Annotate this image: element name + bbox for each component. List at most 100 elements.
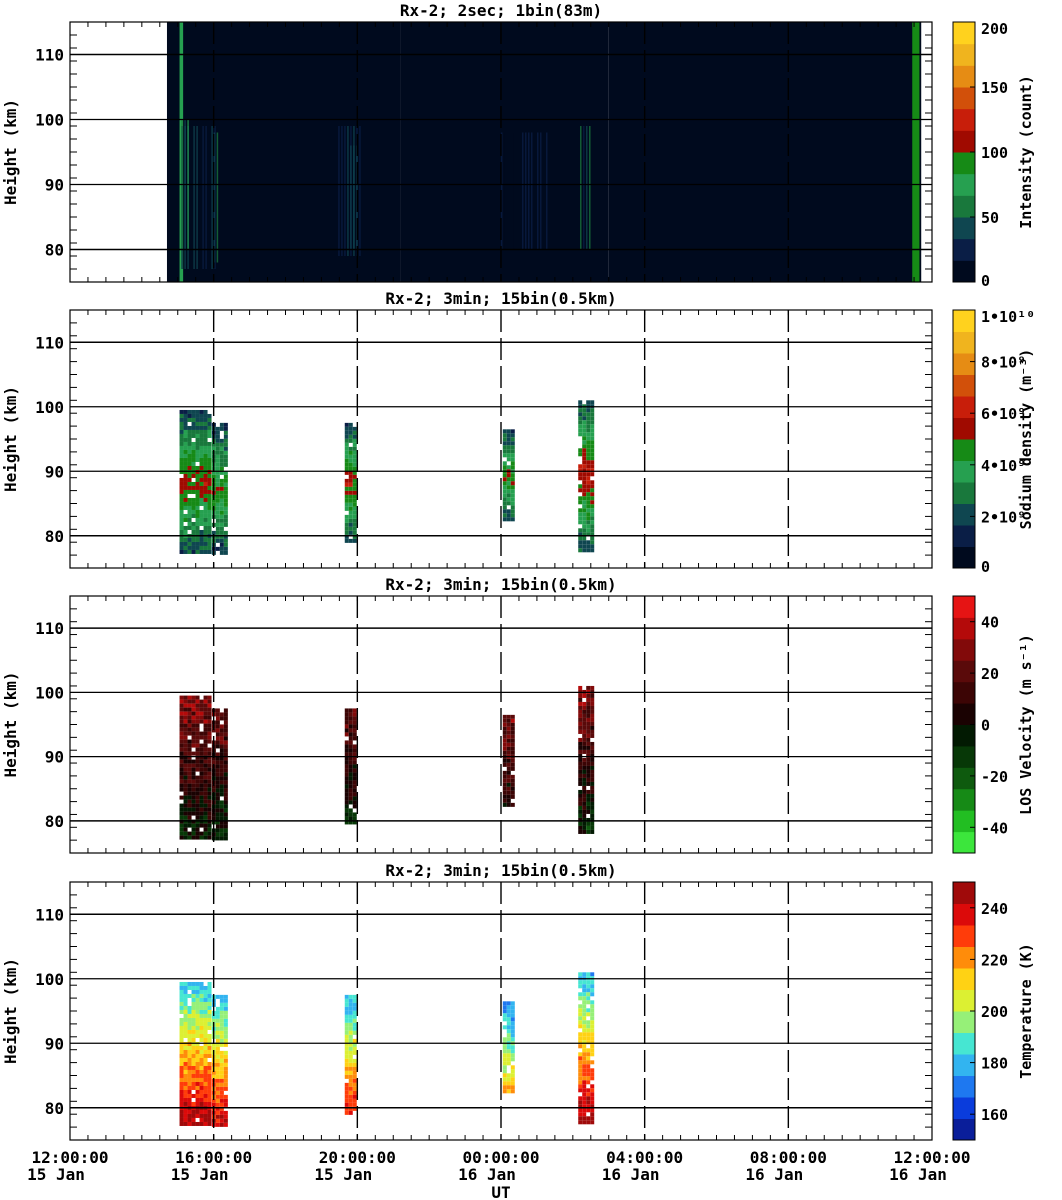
data-cell bbox=[586, 424, 591, 429]
data-cell bbox=[586, 512, 591, 517]
x-tick-label-time: 16:00:00 bbox=[175, 1148, 252, 1167]
data-cell bbox=[578, 1120, 583, 1125]
colorbar-segment bbox=[953, 681, 975, 704]
data-cell bbox=[203, 799, 208, 804]
plot-data-layer bbox=[166, 22, 922, 1127]
data-cell bbox=[203, 421, 208, 426]
data-cell bbox=[352, 1066, 357, 1071]
data-cell bbox=[199, 985, 204, 990]
data-cell bbox=[506, 481, 511, 486]
data-cell bbox=[195, 1045, 200, 1050]
data-cell bbox=[590, 524, 595, 529]
data-cell bbox=[590, 1116, 595, 1121]
data-cell bbox=[578, 536, 583, 541]
data-cell bbox=[199, 815, 204, 820]
data-cell bbox=[203, 429, 208, 434]
data-cell bbox=[215, 1022, 220, 1027]
data-cell bbox=[195, 1001, 200, 1006]
data-cell bbox=[344, 1022, 349, 1027]
data-cell bbox=[502, 445, 507, 450]
data-cell bbox=[344, 454, 349, 459]
data-cell bbox=[590, 781, 595, 786]
data-cell bbox=[510, 1065, 515, 1070]
data-cell bbox=[348, 772, 353, 777]
data-cell bbox=[179, 1069, 184, 1074]
data-cell bbox=[203, 811, 208, 816]
data-cell bbox=[187, 437, 192, 442]
data-cell bbox=[578, 496, 583, 501]
data-cell bbox=[352, 510, 357, 515]
data-cell bbox=[207, 497, 212, 502]
data-cell bbox=[352, 732, 357, 737]
data-cell bbox=[195, 413, 200, 418]
data-cell bbox=[506, 1081, 511, 1086]
data-cell bbox=[199, 811, 204, 816]
data-cell bbox=[191, 1101, 196, 1106]
data-cell bbox=[348, 458, 353, 463]
data-cell bbox=[187, 747, 192, 752]
data-cell bbox=[219, 1078, 224, 1083]
data-cell bbox=[219, 446, 224, 451]
data-cell bbox=[195, 1089, 200, 1094]
data-cell bbox=[223, 1082, 228, 1087]
data-cell bbox=[203, 493, 208, 498]
data-cell bbox=[195, 707, 200, 712]
data-cell bbox=[582, 777, 587, 782]
data-cell bbox=[506, 726, 511, 731]
data-cell bbox=[179, 429, 184, 434]
data-cell bbox=[344, 438, 349, 443]
data-cell bbox=[199, 743, 204, 748]
data-cell bbox=[344, 728, 349, 733]
data-cell bbox=[590, 444, 595, 449]
data-cell bbox=[199, 489, 204, 494]
data-cell bbox=[191, 751, 196, 756]
data-cell bbox=[179, 997, 184, 1002]
data-cell bbox=[348, 812, 353, 817]
data-cell bbox=[510, 1077, 515, 1082]
data-cell bbox=[344, 450, 349, 455]
data-cell bbox=[586, 797, 591, 802]
data-cell bbox=[578, 1076, 583, 1081]
data-cell bbox=[578, 789, 583, 794]
data-cell bbox=[195, 711, 200, 716]
x-tick-label-date: 16 Jan bbox=[745, 1165, 803, 1184]
data-cell bbox=[348, 792, 353, 797]
data-cell bbox=[207, 489, 212, 494]
data-cell bbox=[352, 776, 357, 781]
data-cell bbox=[203, 985, 208, 990]
data-cell bbox=[582, 733, 587, 738]
data-cell bbox=[590, 460, 595, 465]
data-cell bbox=[510, 1057, 515, 1062]
colorbar-segment bbox=[953, 617, 975, 640]
data-cell bbox=[582, 500, 587, 505]
data-cell bbox=[191, 1049, 196, 1054]
data-cell bbox=[352, 724, 357, 729]
data-cell bbox=[344, 732, 349, 737]
data-cell bbox=[344, 434, 349, 439]
data-cell bbox=[348, 1078, 353, 1083]
data-cell bbox=[207, 723, 212, 728]
data-cell bbox=[187, 731, 192, 736]
data-cell bbox=[344, 482, 349, 487]
data-cell bbox=[203, 541, 208, 546]
data-cell bbox=[191, 541, 196, 546]
data-cell bbox=[207, 747, 212, 752]
data-cell bbox=[223, 498, 228, 503]
data-cell bbox=[582, 1080, 587, 1085]
colorbar-segment bbox=[953, 1032, 975, 1055]
data-cell bbox=[191, 1001, 196, 1006]
data-cell bbox=[352, 1014, 357, 1019]
data-cell bbox=[195, 985, 200, 990]
data-cell bbox=[590, 496, 595, 501]
data-cell bbox=[506, 1001, 511, 1006]
colorbar-segment bbox=[953, 396, 975, 418]
data-cell bbox=[203, 739, 208, 744]
data-cell bbox=[187, 719, 192, 724]
data-cell bbox=[215, 812, 220, 817]
data-cell bbox=[203, 1029, 208, 1034]
data-cell bbox=[203, 437, 208, 442]
data-cell bbox=[348, 780, 353, 785]
data-cell bbox=[199, 537, 204, 542]
data-cell bbox=[207, 1037, 212, 1042]
data-cell bbox=[191, 445, 196, 450]
